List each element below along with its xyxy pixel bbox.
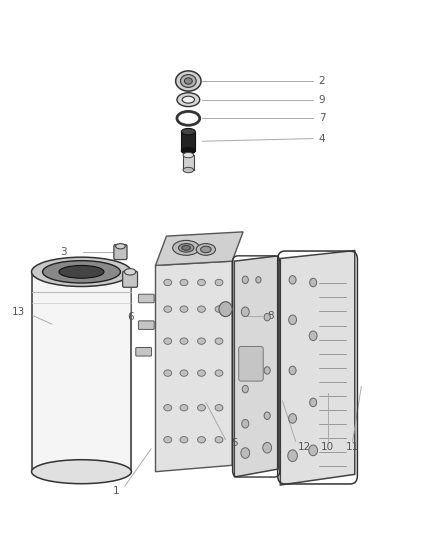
Ellipse shape [116, 244, 125, 249]
FancyBboxPatch shape [123, 271, 138, 287]
Text: 1: 1 [113, 487, 120, 496]
Text: 10: 10 [321, 442, 334, 451]
Text: 5: 5 [231, 439, 238, 448]
Ellipse shape [241, 448, 250, 458]
Ellipse shape [164, 279, 172, 286]
Ellipse shape [288, 450, 297, 462]
Text: 2: 2 [318, 76, 325, 86]
Ellipse shape [180, 437, 188, 443]
FancyBboxPatch shape [138, 321, 154, 329]
Ellipse shape [289, 366, 296, 375]
Ellipse shape [242, 348, 249, 356]
Ellipse shape [242, 276, 248, 284]
Ellipse shape [183, 152, 194, 158]
Ellipse shape [42, 261, 120, 283]
Ellipse shape [219, 302, 232, 317]
Bar [181, 132, 195, 151]
Ellipse shape [264, 367, 270, 374]
Text: 3: 3 [60, 247, 67, 256]
Ellipse shape [215, 338, 223, 344]
Ellipse shape [198, 306, 205, 312]
Ellipse shape [32, 459, 131, 484]
Polygon shape [234, 256, 278, 477]
Ellipse shape [184, 78, 192, 84]
Ellipse shape [181, 128, 195, 135]
FancyBboxPatch shape [136, 348, 152, 356]
Ellipse shape [289, 276, 296, 284]
Text: 13: 13 [12, 307, 25, 317]
Ellipse shape [289, 315, 297, 325]
Ellipse shape [164, 370, 172, 376]
Ellipse shape [164, 338, 172, 344]
Ellipse shape [182, 245, 191, 251]
Polygon shape [280, 251, 355, 485]
Ellipse shape [198, 405, 205, 411]
Ellipse shape [256, 277, 261, 283]
Ellipse shape [215, 437, 223, 443]
Ellipse shape [263, 442, 272, 453]
Bar [183, 155, 194, 170]
Polygon shape [155, 232, 243, 265]
FancyBboxPatch shape [114, 245, 127, 260]
Text: 8: 8 [267, 311, 274, 320]
Ellipse shape [180, 338, 188, 344]
Ellipse shape [215, 405, 223, 411]
Text: 4: 4 [318, 134, 325, 143]
Ellipse shape [201, 246, 211, 253]
Ellipse shape [124, 269, 136, 275]
Ellipse shape [241, 307, 249, 317]
Ellipse shape [176, 71, 201, 91]
Ellipse shape [196, 244, 215, 255]
Ellipse shape [180, 75, 196, 87]
Text: 7: 7 [318, 114, 325, 123]
Ellipse shape [178, 244, 194, 252]
Ellipse shape [198, 437, 205, 443]
Ellipse shape [59, 265, 104, 278]
Ellipse shape [309, 445, 318, 456]
Ellipse shape [182, 96, 194, 103]
Ellipse shape [215, 279, 223, 286]
Ellipse shape [310, 278, 317, 287]
Ellipse shape [164, 405, 172, 411]
Ellipse shape [264, 313, 270, 321]
Bar [32, 272, 131, 472]
Ellipse shape [215, 306, 223, 312]
Ellipse shape [173, 240, 200, 255]
Text: 11: 11 [346, 442, 359, 451]
Ellipse shape [164, 306, 172, 312]
Ellipse shape [242, 419, 249, 428]
Ellipse shape [180, 370, 188, 376]
Ellipse shape [310, 398, 317, 407]
Text: 6: 6 [127, 312, 134, 322]
Ellipse shape [289, 414, 297, 423]
Text: 9: 9 [318, 95, 325, 104]
Ellipse shape [183, 167, 194, 173]
Ellipse shape [180, 405, 188, 411]
Ellipse shape [264, 412, 270, 419]
Ellipse shape [32, 257, 131, 287]
Ellipse shape [181, 148, 195, 154]
Text: 12: 12 [298, 442, 311, 451]
Ellipse shape [177, 93, 200, 107]
Ellipse shape [198, 370, 205, 376]
FancyBboxPatch shape [239, 346, 263, 381]
Ellipse shape [215, 370, 223, 376]
Ellipse shape [242, 385, 248, 393]
Ellipse shape [198, 279, 205, 286]
Ellipse shape [164, 437, 172, 443]
Polygon shape [155, 261, 232, 472]
FancyBboxPatch shape [138, 294, 154, 303]
Ellipse shape [309, 331, 317, 341]
Ellipse shape [180, 279, 188, 286]
Ellipse shape [198, 338, 205, 344]
Ellipse shape [180, 306, 188, 312]
